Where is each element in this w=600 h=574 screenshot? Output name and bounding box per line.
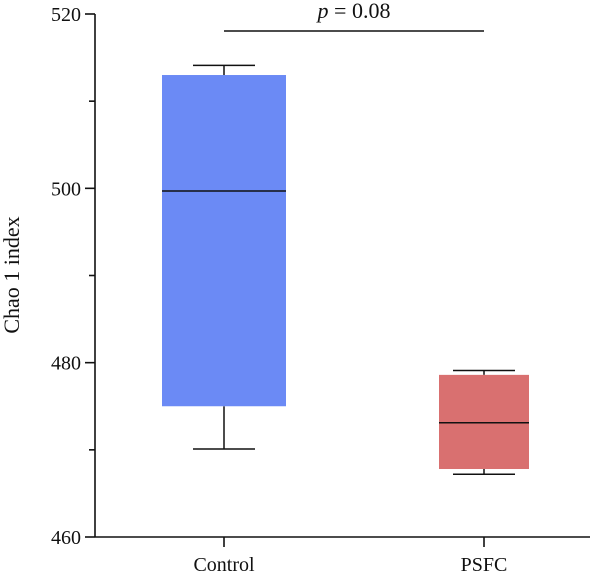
x-tick-label: PSFC — [461, 554, 508, 574]
y-tick-label: 460 — [51, 527, 81, 549]
box-psfc — [439, 369, 529, 475]
significance-annotation: p = 0.08 — [224, 0, 484, 32]
box-iqr — [162, 75, 286, 407]
y-tick-label: 500 — [51, 178, 81, 200]
y-tick-label: 480 — [51, 353, 81, 375]
p-value: = 0.08 — [329, 0, 391, 23]
x-tick-label: Control — [193, 554, 255, 574]
p-value-label: p = 0.08 — [316, 0, 391, 23]
y-axis-title: Chao 1 index — [0, 216, 24, 333]
box-iqr — [439, 374, 529, 470]
y-ticks: 460 480 500 520 — [51, 4, 95, 549]
p-symbol: p — [316, 0, 329, 23]
x-ticks: Control PSFC — [193, 537, 507, 574]
boxes — [162, 64, 529, 475]
plot-area: 460 480 500 520 Control PSFC p = 0.08 — [51, 0, 590, 574]
box-control — [162, 64, 286, 450]
y-tick-label: 520 — [51, 4, 81, 26]
